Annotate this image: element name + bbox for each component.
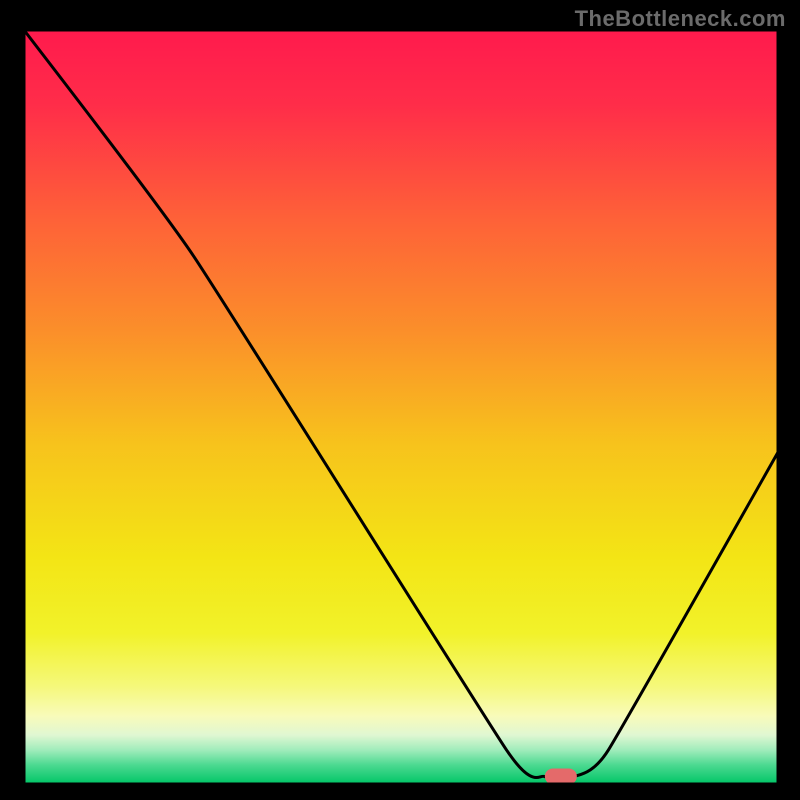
chart-gradient-plot-area [24, 30, 778, 784]
optimum-marker [545, 768, 577, 784]
watermark-text: TheBottleneck.com [575, 6, 786, 32]
bottleneck-chart [0, 0, 800, 800]
